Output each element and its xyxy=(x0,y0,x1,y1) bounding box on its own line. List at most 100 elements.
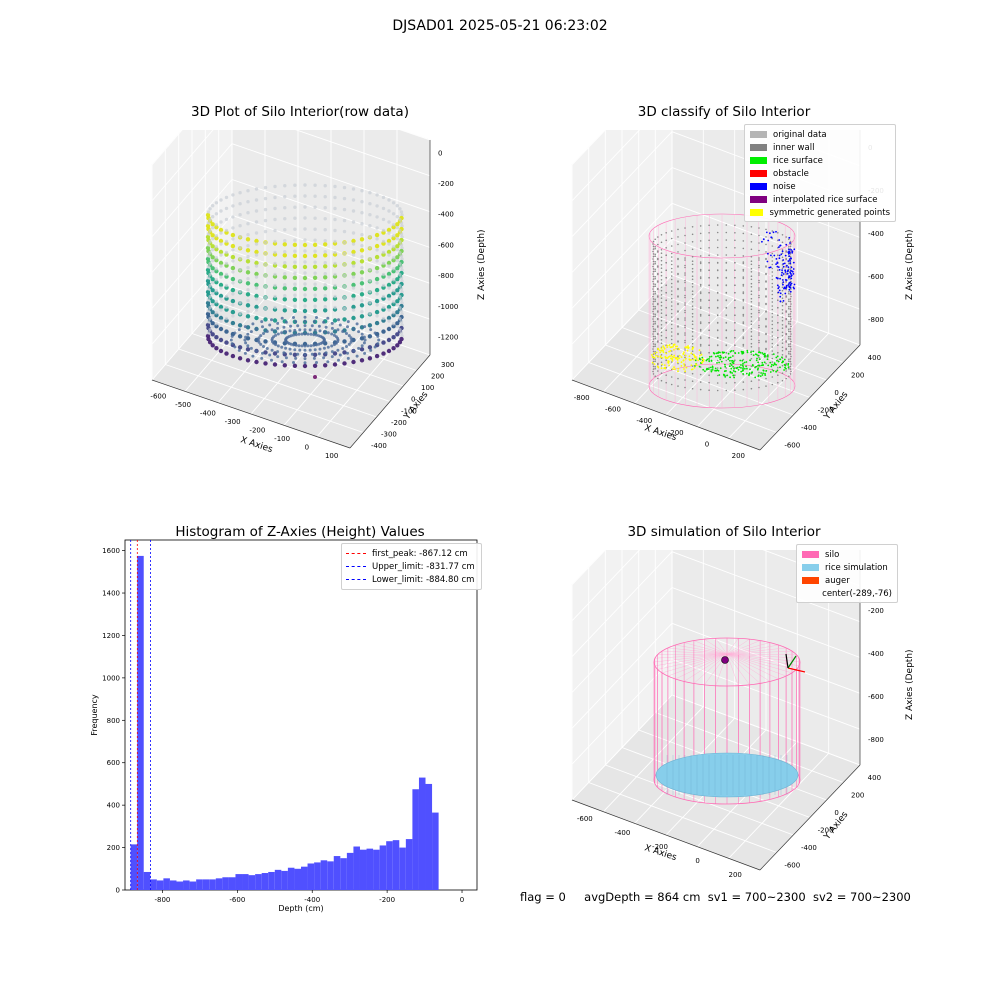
cls-point-sym xyxy=(691,348,694,351)
raw-point xyxy=(297,344,301,348)
cls-point-wall xyxy=(771,278,774,281)
raw-point xyxy=(246,200,250,204)
raw-point xyxy=(350,338,354,342)
raw-point xyxy=(293,238,297,242)
raw-point xyxy=(357,330,361,334)
raw-point xyxy=(351,315,356,321)
cls-point-wall xyxy=(785,251,787,253)
cls-point-wall xyxy=(781,324,784,326)
raw-point xyxy=(257,336,261,340)
cls-point-wall xyxy=(781,354,784,356)
cls-point-wall xyxy=(654,358,656,361)
cls-point-wall xyxy=(660,271,663,274)
simulation-legend-label: auger xyxy=(825,575,850,586)
y-tick-label: 0 xyxy=(411,396,415,404)
raw-point xyxy=(219,209,223,213)
cls-point-wall xyxy=(758,334,760,336)
raw-point xyxy=(336,328,340,332)
cls-point-wall xyxy=(716,314,719,316)
cls-point-rice xyxy=(752,364,754,367)
cls-point-wall xyxy=(652,268,655,270)
cls-point-wall xyxy=(777,352,779,354)
cls-point-rice xyxy=(758,358,761,361)
raw-point xyxy=(208,240,212,244)
cls-point-wall xyxy=(684,319,686,321)
raw-point xyxy=(218,260,224,266)
raw-point xyxy=(363,325,367,329)
cls-point-wall xyxy=(781,334,784,337)
raw-point xyxy=(268,353,272,357)
histogram-bar xyxy=(432,812,439,890)
cls-point-wall xyxy=(788,291,790,293)
cls-point-noise xyxy=(776,262,779,264)
cls-point-rice xyxy=(779,358,781,361)
raw-point xyxy=(231,314,235,318)
cls-point-wall xyxy=(660,364,663,367)
raw-point xyxy=(273,195,277,200)
cls-point-wall xyxy=(758,326,760,329)
classify-legend-swatch xyxy=(750,209,764,216)
cls-point-rice xyxy=(776,369,779,372)
histogram-legend-item: Upper_limit: -831.77 cm xyxy=(346,560,477,573)
cls-point-wall xyxy=(734,232,736,234)
raw-point xyxy=(381,351,386,356)
z-tick-label: -1000 xyxy=(438,303,458,311)
cls-point-sym xyxy=(663,346,665,349)
cls-point-wall xyxy=(660,297,663,299)
cls-point-wall xyxy=(670,237,673,240)
cls-point-wall xyxy=(691,331,694,333)
cls-point-wall xyxy=(652,320,655,323)
cls-point-wall xyxy=(777,329,779,332)
cls-point-rice xyxy=(732,360,735,363)
y-tick-label: -600 xyxy=(784,441,800,449)
raw-point xyxy=(398,240,402,244)
cls-point-wall xyxy=(758,227,760,229)
cls-point-rice xyxy=(787,366,790,369)
cls-point-wall xyxy=(765,362,767,365)
raw-point xyxy=(395,303,399,307)
raw-point xyxy=(351,264,356,268)
classify-legend: original data inner wall rice surface obsta… xyxy=(744,124,896,222)
cls-point-wall xyxy=(660,372,663,374)
raw-point xyxy=(282,308,287,313)
cls-point-sym xyxy=(673,348,675,351)
cls-point-wall xyxy=(758,319,760,321)
raw-point xyxy=(395,299,400,304)
cls-point-wall xyxy=(781,316,784,319)
cls-point-wall xyxy=(789,328,792,330)
cls-point-rice xyxy=(775,370,777,373)
raw-point xyxy=(230,320,236,326)
raw-point xyxy=(323,272,327,276)
sim-wire-spoke xyxy=(726,653,793,674)
raw-point xyxy=(313,238,317,242)
cls-point-wall xyxy=(725,321,728,324)
x-tick-label: -400 xyxy=(636,417,652,425)
cls-point-wall xyxy=(699,322,702,325)
raw-point xyxy=(351,238,356,244)
cls-point-rice xyxy=(767,364,770,367)
raw-point xyxy=(359,292,365,297)
cls-point-wall xyxy=(758,279,760,282)
cls-point-wall xyxy=(789,320,792,323)
cls-point-wall xyxy=(670,271,673,273)
histogram-x-tick-label: -200 xyxy=(379,896,395,904)
cls-point-noise xyxy=(791,251,794,254)
cls-point-wall xyxy=(742,322,745,325)
raw-point xyxy=(263,273,268,278)
cls-point-wall xyxy=(716,224,719,226)
raw-point xyxy=(347,342,351,346)
cls-point-rice xyxy=(766,354,769,357)
raw-point xyxy=(297,332,301,336)
cls-point-wall xyxy=(654,322,656,325)
cls-point-wall xyxy=(665,292,667,294)
cls-point-wall xyxy=(750,331,753,333)
raw-point xyxy=(238,213,242,217)
raw-point xyxy=(313,183,317,187)
cls-point-wall xyxy=(691,278,694,281)
cls-point-rice xyxy=(699,358,701,361)
cls-point-wall xyxy=(670,305,673,307)
classify-legend-item: original data xyxy=(750,128,890,141)
cls-point-wall xyxy=(771,267,774,270)
cls-point-wall xyxy=(716,269,719,271)
z-tick-label: -200 xyxy=(868,607,884,615)
